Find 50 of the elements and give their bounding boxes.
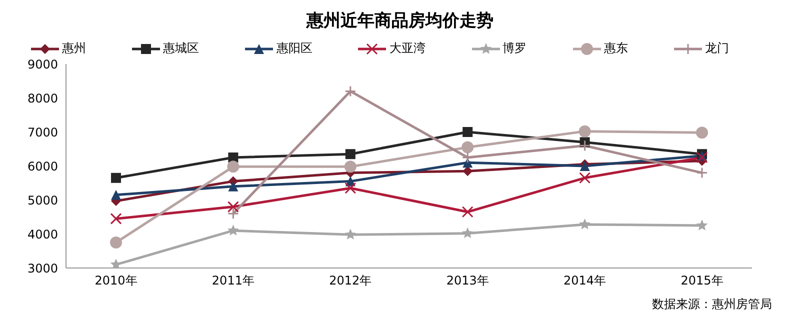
legend-label: 惠州 (61, 40, 86, 57)
point (344, 85, 356, 97)
x-tick-label: 2012年 (329, 274, 372, 288)
y-tick-label: 5000 (27, 193, 58, 208)
legend-label: 惠东 (602, 40, 628, 57)
point (579, 218, 591, 230)
point (345, 149, 356, 160)
point (344, 228, 356, 240)
point (696, 220, 708, 230)
point (227, 160, 240, 173)
x-tick-label: 2010年 (94, 274, 138, 288)
point (462, 227, 474, 238)
point (579, 172, 591, 184)
point (696, 126, 708, 139)
legend-label: 惠城区 (162, 40, 200, 57)
y-tick-label: 6000 (27, 159, 58, 174)
y-tick-label: 3000 (27, 261, 58, 276)
point (578, 125, 591, 138)
point (344, 160, 356, 173)
legend-label: 惠阳区 (275, 40, 312, 57)
legend-label: 龙门 (704, 40, 729, 57)
x-tick-label: 2013年 (446, 274, 489, 288)
x-tick-label: 2015年 (680, 274, 724, 288)
y-tick-label: 9000 (27, 57, 58, 72)
point (696, 152, 708, 164)
point (110, 236, 122, 248)
point (344, 182, 356, 194)
source-note: 数据来源：惠州房管局 (651, 296, 773, 313)
y-tick-label: 8000 (27, 91, 58, 106)
point (462, 141, 474, 154)
chart-title: 惠州近年商品房均价走势 (305, 10, 494, 33)
point (227, 208, 239, 220)
point (579, 140, 591, 152)
y-tick-label: 7000 (27, 125, 58, 140)
point (227, 201, 239, 213)
legend-label: 大亚湾 (388, 40, 426, 57)
x-tick-label: 2011年 (212, 274, 254, 288)
point (696, 167, 708, 179)
legend-label: 博罗 (502, 40, 527, 57)
point (462, 152, 474, 164)
y-tick-label: 4000 (27, 227, 58, 242)
point (110, 212, 122, 224)
point (111, 190, 121, 200)
point (228, 181, 238, 192)
point (111, 172, 121, 183)
point (227, 224, 239, 236)
point (462, 127, 473, 137)
point (462, 166, 473, 176)
x-tick-label: 2014年 (564, 274, 606, 288)
point (462, 206, 474, 218)
